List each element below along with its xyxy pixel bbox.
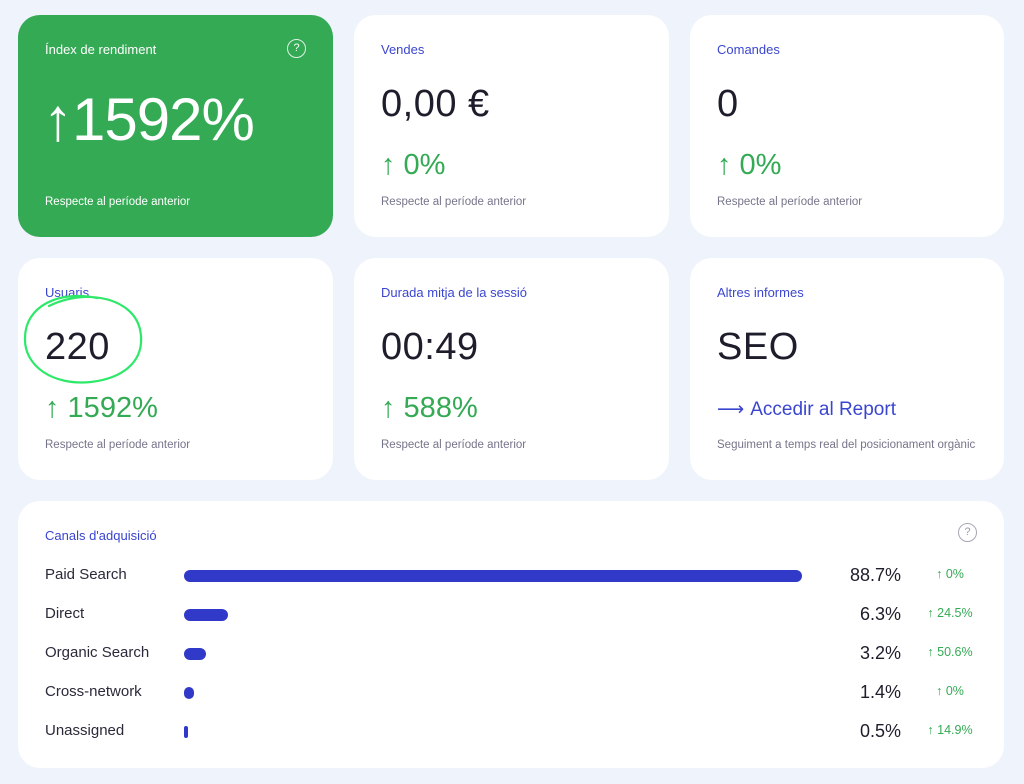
card-note: Seguiment a temps real del posicionament… bbox=[717, 439, 976, 451]
channel-row: Direct 6.3% ↑ 24.5% bbox=[45, 604, 985, 625]
acquisition-channels-card: Canals d'adquisició ? Paid Search 88.7% ↑ … bbox=[18, 501, 1004, 768]
sales-delta: ↑ 0% bbox=[381, 149, 446, 181]
channel-delta: ↑ 50.6% bbox=[927, 645, 973, 659]
channel-name: Organic Search bbox=[45, 644, 150, 661]
session-duration-value: 00:49 bbox=[381, 326, 479, 368]
sales-value: 0,00 € bbox=[381, 83, 490, 125]
orders-delta: ↑ 0% bbox=[717, 149, 782, 181]
channel-percent: 88.7% bbox=[849, 565, 901, 585]
channel-share-bar bbox=[184, 687, 194, 699]
session-duration-delta: ↑ 588% bbox=[381, 392, 478, 424]
channel-row: Paid Search 88.7% ↑ 0% bbox=[45, 565, 985, 586]
channel-row: Cross-network 1.4% ↑ 0% bbox=[45, 682, 985, 703]
channel-name: Paid Search bbox=[45, 566, 127, 583]
channel-row: Unassigned 0.5% ↑ 14.9% bbox=[45, 721, 985, 742]
users-delta: ↑ 1592% bbox=[45, 392, 158, 424]
channel-share-bar bbox=[184, 609, 228, 621]
card-title: Altres informes bbox=[717, 285, 804, 300]
channel-name: Unassigned bbox=[45, 722, 125, 739]
orders-value: 0 bbox=[717, 83, 739, 125]
card-title: Durada mitja de la sessió bbox=[381, 285, 527, 300]
card-title: Índex de rendiment bbox=[45, 42, 157, 57]
channel-percent: 0.5% bbox=[859, 721, 901, 741]
card-note: Respecte al període anterior bbox=[381, 439, 527, 451]
channel-percent: 1.4% bbox=[859, 682, 901, 702]
access-report-label: Accedir al Report bbox=[750, 399, 896, 420]
help-icon[interactable]: ? bbox=[287, 39, 306, 58]
orders-card: Comandes 0 ↑ 0% Respecte al període ante… bbox=[690, 15, 1004, 237]
card-note: Respecte al període anterior bbox=[45, 439, 191, 451]
session-duration-card: Durada mitja de la sessió 00:49 ↑ 588% R… bbox=[354, 258, 669, 480]
channel-delta: ↑ 14.9% bbox=[927, 723, 973, 737]
channel-name: Direct bbox=[45, 605, 85, 622]
channel-share-bar bbox=[184, 648, 207, 660]
card-title: Usuaris bbox=[45, 285, 90, 300]
report-name: SEO bbox=[717, 326, 799, 368]
card-title: Canals d'adquisició bbox=[45, 528, 157, 543]
users-card: Usuaris 220 ↑ 1592% Respecte al període … bbox=[18, 258, 333, 480]
other-reports-card: Altres informes SEO ⟶ Accedir al Report S… bbox=[690, 258, 1004, 480]
card-note: Respecte al període anterior bbox=[45, 196, 191, 208]
channel-name: Cross-network bbox=[45, 683, 142, 700]
channel-share-bar bbox=[184, 726, 188, 738]
card-title: Comandes bbox=[717, 42, 780, 57]
channel-percent: 6.3% bbox=[859, 604, 901, 624]
help-icon[interactable]: ? bbox=[958, 523, 977, 542]
card-note: Respecte al període anterior bbox=[381, 196, 527, 208]
channel-row: Organic Search 3.2% ↑ 50.6% bbox=[45, 643, 985, 664]
card-note: Respecte al període anterior bbox=[717, 196, 863, 208]
channel-percent: 3.2% bbox=[859, 643, 901, 663]
users-value: 220 bbox=[45, 326, 110, 368]
arrow-right-icon: ⟶ bbox=[717, 399, 745, 420]
channel-share-bar bbox=[184, 570, 802, 582]
sales-card: Vendes 0,00 € ↑ 0% Respecte al període a… bbox=[354, 15, 669, 237]
performance-index-card: Índex de rendiment ? ↑1592% Respecte al … bbox=[18, 15, 333, 237]
channel-delta: ↑ 0% bbox=[936, 567, 964, 581]
channel-delta: ↑ 24.5% bbox=[927, 606, 973, 620]
performance-index-value: ↑1592% bbox=[43, 86, 255, 153]
channel-delta: ↑ 0% bbox=[936, 684, 964, 698]
access-report-link[interactable]: ⟶ Accedir al Report bbox=[717, 398, 896, 421]
card-title: Vendes bbox=[381, 42, 425, 57]
